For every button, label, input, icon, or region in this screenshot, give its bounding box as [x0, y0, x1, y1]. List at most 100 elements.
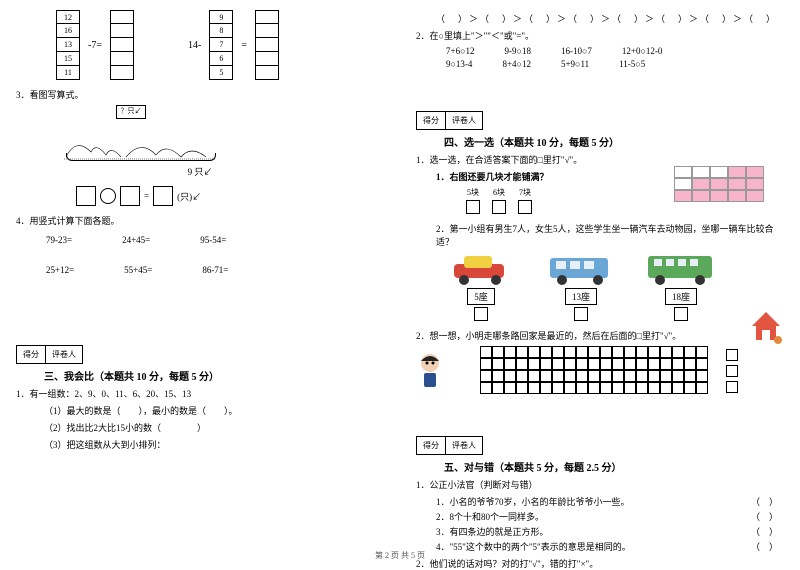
paren[interactable]: （ ） [751, 525, 778, 538]
grader-label: 评卷人 [45, 346, 82, 363]
cell[interactable] [255, 52, 279, 66]
calc: 79-23= [46, 235, 72, 245]
q4-1: 1．选一选，在合适答案下面的□里打"√"。 [416, 153, 784, 166]
tower-2: 9 8 7 6 5 [209, 10, 233, 80]
paren[interactable]: （ ） [751, 495, 778, 508]
car-icon [446, 252, 516, 288]
opt: 5块 [467, 187, 479, 198]
cell[interactable] [110, 66, 134, 80]
q2: 2．在○里填上"＞""＜"或"="。 [416, 29, 784, 42]
checkbox[interactable] [466, 200, 480, 214]
tf-item: 1．小名的爷爷70岁，小名的年龄比爷爷小一些。 [436, 495, 630, 508]
tf-item: 3．有四条边的就是正方形。 [436, 525, 549, 538]
cell: 13 [56, 38, 80, 52]
cell[interactable] [110, 24, 134, 38]
box[interactable] [153, 186, 173, 206]
grader-label: 评卷人 [445, 112, 482, 129]
cell[interactable] [255, 10, 279, 24]
cell: 8 [209, 24, 233, 38]
fill: 9-9○18 [505, 46, 531, 56]
q1: 1．有一组数：2、9、0、11、6、20、15、13 [16, 387, 384, 400]
score-box: 得分 评卷人 [16, 345, 83, 364]
op-circle[interactable] [100, 188, 116, 204]
fill: 5+9○11 [561, 59, 589, 69]
question-3: 3．看图写算式。 [16, 88, 384, 101]
equation-boxes: = (只)↙ [76, 186, 384, 206]
calc-row: 79-23= 24+45= 95-54= [46, 235, 384, 245]
checkbox[interactable] [726, 381, 738, 393]
score-label: 得分 [417, 437, 445, 454]
checkbox[interactable] [518, 200, 532, 214]
box[interactable] [76, 186, 96, 206]
q1a: （1）最大的数是（ ），最小的数是（ ）。 [44, 404, 384, 417]
q5-1: 1．公正小法官（判断对与错） [416, 478, 784, 491]
question-4: 4．用竖式计算下面各题。 [16, 214, 384, 227]
tile-grid [674, 166, 764, 202]
checkbox[interactable] [726, 365, 738, 377]
car-options: 5座 13座 18座 [446, 252, 784, 321]
fill: 9○13-4 [446, 59, 472, 69]
fill-row: 9○13-4 8+4○12 5+9○11 11-5○5 [446, 59, 784, 69]
tower-1: 12 16 13 15 11 [56, 10, 80, 80]
calc: 25+12= [46, 265, 74, 275]
unit: (只)↙ [177, 190, 201, 203]
tower-1-result [110, 10, 134, 80]
q1b: （2）找出比2大比15小的数（ ） [44, 421, 384, 434]
compare-chain: （ ）＞（ ）＞（ ）＞（ ）＞（ ）＞（ ）＞（ ）＞（ ） [436, 12, 784, 25]
q1c: （3）把这组数从大到小排列： [44, 438, 384, 451]
minus-2: 14- [188, 40, 201, 51]
tf-item: 2．8个十和80个一同样多。 [436, 510, 544, 523]
cell[interactable] [110, 38, 134, 52]
opt: 6块 [493, 187, 505, 198]
checkbox[interactable] [474, 307, 488, 321]
fill: 12+0○12-0 [622, 46, 663, 56]
score-label: 得分 [417, 112, 445, 129]
cell: 16 [56, 24, 80, 38]
fill: 7+6○12 [446, 46, 475, 56]
cell: 15 [56, 52, 80, 66]
house-icon [748, 310, 784, 346]
cell: 9 [209, 10, 233, 24]
calc: 86-71= [202, 265, 228, 275]
bus-icon [646, 252, 716, 288]
fill-row: 7+6○12 9-9○18 16-10○7 12+0○12-0 [446, 46, 784, 56]
chick-image: ？只↙ [56, 105, 226, 165]
section-5-title: 五、对与错（本题共 5 分，每题 2.5 分） [444, 459, 784, 474]
van-icon [546, 252, 616, 288]
calc: 95-54= [200, 235, 226, 245]
calc: 24+45= [122, 235, 150, 245]
fill: 8+4○12 [502, 59, 531, 69]
checkbox[interactable] [674, 307, 688, 321]
tower-2-result [255, 10, 279, 80]
q4-2: 2．想一想，小明走哪条路回家是最近的，然后在后面的□里打"√"。 [416, 329, 784, 342]
score-box: 得分 评卷人 [416, 111, 483, 130]
cell: 5 [209, 66, 233, 80]
seat-label: 13座 [565, 288, 597, 305]
box[interactable] [120, 186, 140, 206]
score-label: 得分 [17, 346, 45, 363]
cell: 7 [209, 38, 233, 52]
eq-2: = [241, 40, 247, 51]
seat-label: 5座 [467, 288, 495, 305]
checkbox[interactable] [726, 349, 738, 361]
cell[interactable] [255, 38, 279, 52]
tf-list: 1．小名的爷爷70岁，小名的年龄比爷爷小一些。 （ ） 2．8个十和80个一同样多… [436, 495, 784, 553]
cell[interactable] [255, 66, 279, 80]
score-box: 得分 评卷人 [416, 436, 483, 455]
cell: 12 [56, 10, 80, 24]
minus-1: -7= [88, 40, 102, 51]
checkbox[interactable] [492, 200, 506, 214]
page-footer: 第 2 页 共 5 页 [0, 550, 800, 561]
fill: 16-10○7 [561, 46, 592, 56]
eq-sign: = [144, 191, 149, 201]
q4-1-2: 2．第一小组有男生7人，女生5人，这些学生坐一辆汽车去动物园，坐哪一辆车比较合适… [436, 222, 784, 248]
section-4-title: 四、选一选（本题共 10 分，每题 5 分） [444, 134, 784, 149]
paren[interactable]: （ ） [751, 510, 778, 523]
fill: 11-5○5 [619, 59, 645, 69]
checkbox[interactable] [574, 307, 588, 321]
cell[interactable] [110, 10, 134, 24]
calc: 55+45= [124, 265, 152, 275]
cell[interactable] [110, 52, 134, 66]
seat-label: 18座 [665, 288, 697, 305]
cell[interactable] [255, 24, 279, 38]
